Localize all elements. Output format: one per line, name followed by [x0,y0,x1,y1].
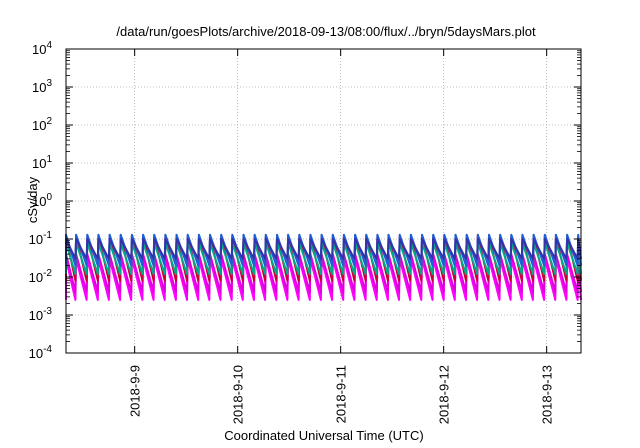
y-tick-label: 104 [32,40,52,57]
y-tick-label: 102 [32,116,52,133]
y-tick-label: 103 [32,78,52,95]
x-tick-label: 2018-9-12 [437,365,452,424]
tick-layer: 10-4 10-3 10-2 10-1 100 101 102 103 104 2018-9-9 2… [29,40,581,424]
x-tick-label: 2018-9-10 [231,365,246,424]
y-tick-label: 10-2 [29,268,53,285]
y-tick-label: 100 [32,192,52,209]
y-tick-label: 10-3 [29,306,53,323]
y-axis-label: cSv/day [25,176,40,223]
chart-title: /data/run/goesPlots/archive/2018-09-13/0… [116,24,536,39]
series-layer [65,233,582,301]
x-tick-label: 2018-9-11 [334,365,349,423]
y-tick-label: 101 [32,154,52,171]
x-tick-label: 2018-9-13 [540,365,555,424]
series-line [65,238,582,260]
x-axis-label: Coordinated Universal Time (UTC) [224,428,423,443]
y-tick-label: 10-1 [29,230,53,247]
x-tick-label: 2018-9-9 [128,365,143,417]
y-tick-label: 10-4 [29,344,53,361]
